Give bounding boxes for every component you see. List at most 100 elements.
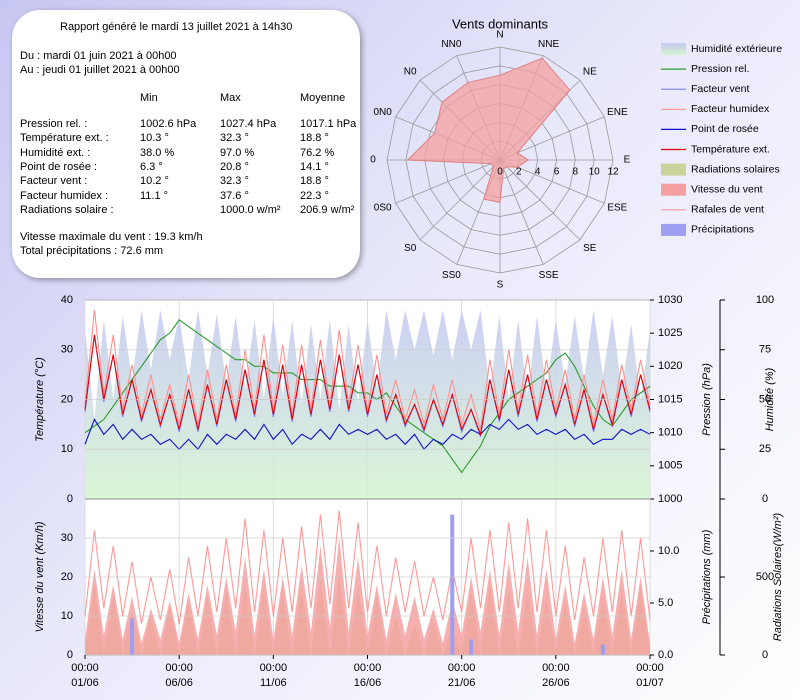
row-value: 10.2 ° bbox=[140, 175, 169, 188]
bar bbox=[450, 514, 455, 655]
y-tick-label: 0 bbox=[67, 493, 73, 505]
direction-label: 0N0 bbox=[373, 107, 392, 118]
y2-tick-label: 1020 bbox=[658, 360, 682, 372]
y2-tick-label: 1010 bbox=[658, 427, 682, 439]
max-wind: Vitesse maximale du vent : 19.3 km/h bbox=[20, 231, 203, 243]
row-value: 206.9 w/m² bbox=[300, 203, 355, 216]
legend-swatch bbox=[661, 43, 686, 55]
y3-axis-label: Radiations Solaires(W/m²) bbox=[772, 512, 784, 641]
y-axis-label: Température (°C) bbox=[34, 357, 46, 442]
y-tick-label: 0 bbox=[67, 649, 73, 661]
y3-tick-label: 0 bbox=[762, 493, 768, 505]
direction-label: E bbox=[624, 155, 631, 166]
x-tick-label: 00:00 06/06 bbox=[165, 662, 193, 689]
radar-tick-label: 10 bbox=[589, 167, 601, 178]
y-tick-label: 20 bbox=[61, 571, 73, 583]
row-label: Humidité ext. : bbox=[20, 146, 91, 159]
legend-swatch bbox=[661, 183, 686, 196]
row-value: 1002.6 hPa bbox=[140, 118, 197, 130]
x-tick-label: 00:00 21/06 bbox=[447, 662, 476, 689]
radar-tick-label: 6 bbox=[554, 167, 560, 178]
direction-label: SSE bbox=[539, 270, 559, 281]
legend-label: Précipitations bbox=[691, 224, 754, 236]
report-title: Rapport généré le mardi 13 juillet 2021 … bbox=[60, 21, 293, 33]
row-value: 32.3 ° bbox=[220, 175, 249, 188]
row-label: Température ext. : bbox=[20, 132, 109, 145]
row-label: Radiations solaire : bbox=[20, 203, 114, 216]
line bbox=[84, 309, 651, 430]
legend-label: Pression rel. bbox=[691, 63, 749, 75]
row-value: 1000.0 w/m² bbox=[220, 203, 281, 216]
y-tick-label: 30 bbox=[61, 344, 73, 356]
row-value: 22.3 ° bbox=[300, 189, 329, 202]
y2-tick-label: 1005 bbox=[658, 460, 682, 472]
legend-swatch bbox=[661, 223, 686, 236]
row-value: 38.0 % bbox=[140, 146, 175, 159]
radar-spoke bbox=[395, 159, 501, 204]
row-value: 1027.4 hPa bbox=[220, 118, 277, 130]
direction-label: SE bbox=[583, 243, 597, 254]
report-panel: Rapport généré le mardi 13 juillet 2021 … bbox=[12, 10, 360, 278]
area bbox=[85, 538, 650, 655]
row-label: Point de rosée : bbox=[20, 160, 98, 173]
radar-spoke bbox=[419, 159, 501, 241]
row-value: 6.3 ° bbox=[140, 160, 163, 173]
radar-tick-label: 8 bbox=[573, 167, 579, 178]
direction-label: ENE bbox=[607, 107, 628, 118]
y-tick-label: 10 bbox=[61, 443, 73, 455]
row-value: 76.2 % bbox=[300, 146, 335, 159]
row-label: Facteur vent : bbox=[20, 175, 88, 188]
bar bbox=[130, 618, 135, 655]
y2-axis-label: Précipitations (mm) bbox=[701, 529, 713, 624]
y3-tick-label: 100 bbox=[756, 294, 774, 306]
column-header: Max bbox=[220, 92, 241, 104]
radar-title: Vents dominants bbox=[452, 16, 549, 31]
legend-label: Rafales de vent bbox=[691, 204, 764, 216]
x-tick-label: 00:00 01/07 bbox=[636, 662, 664, 689]
y3-tick-label: 500 bbox=[756, 571, 774, 583]
radar-spoke bbox=[499, 159, 581, 241]
y3-axis-label: Humidité (%) bbox=[764, 367, 776, 431]
row-value: 32.3 ° bbox=[220, 132, 249, 145]
series-layer bbox=[84, 510, 651, 655]
direction-label: NNE bbox=[538, 39, 559, 50]
bar bbox=[600, 644, 605, 655]
direction-label: N0 bbox=[404, 66, 417, 77]
line bbox=[84, 334, 651, 437]
row-value: 11.1 ° bbox=[140, 189, 169, 202]
legend-label: Radiations solaires bbox=[691, 163, 780, 175]
direction-label: SS0 bbox=[442, 270, 461, 281]
row-value: 37.6 ° bbox=[220, 189, 249, 202]
y2-tick-label: 1025 bbox=[658, 327, 682, 339]
report-to: Au : jeudi 01 juillet 2021 à 00h00 bbox=[20, 64, 180, 76]
x-tick-label: 00:00 11/06 bbox=[259, 662, 288, 689]
row-value: 18.8 ° bbox=[300, 175, 329, 188]
direction-label: ESE bbox=[607, 202, 627, 213]
direction-label: 0 bbox=[370, 155, 376, 166]
y-tick-label: 40 bbox=[61, 294, 73, 306]
y-tick-label: 20 bbox=[61, 393, 73, 405]
y2-tick-label: 0.0 bbox=[658, 649, 673, 661]
y2-tick-label: 1015 bbox=[658, 393, 682, 405]
y2-tick-label: 5.0 bbox=[658, 597, 673, 609]
legend-label: Point de rosée bbox=[691, 123, 759, 135]
y3-tick-label: 50 bbox=[759, 393, 771, 405]
y2-tick-label: 1000 bbox=[658, 493, 682, 505]
y2-axis-label: Pression (hPa) bbox=[701, 363, 713, 436]
report-from: Du : mardi 01 juin 2021 à 00h00 bbox=[20, 50, 177, 62]
direction-label: N bbox=[496, 30, 503, 41]
direction-label: S bbox=[497, 280, 504, 291]
radar-tick-label: 2 bbox=[516, 167, 522, 178]
row-label: Facteur humidex : bbox=[20, 189, 109, 202]
x-tick-label: 00:00 16/06 bbox=[353, 662, 382, 689]
row-label: Pression rel. : bbox=[20, 118, 88, 130]
direction-label: NN0 bbox=[441, 39, 461, 50]
y3-tick-label: 25 bbox=[759, 443, 771, 455]
line bbox=[84, 334, 651, 437]
total-precip: Total précipitations : 72.6 mm bbox=[20, 245, 164, 257]
legend-label: Humidité extérieure bbox=[691, 43, 782, 55]
x-tick-label: 00:00 01/06 bbox=[71, 662, 99, 689]
x-tick-label: 00:00 26/06 bbox=[542, 662, 570, 689]
y2-tick-label: 10.0 bbox=[658, 545, 679, 557]
